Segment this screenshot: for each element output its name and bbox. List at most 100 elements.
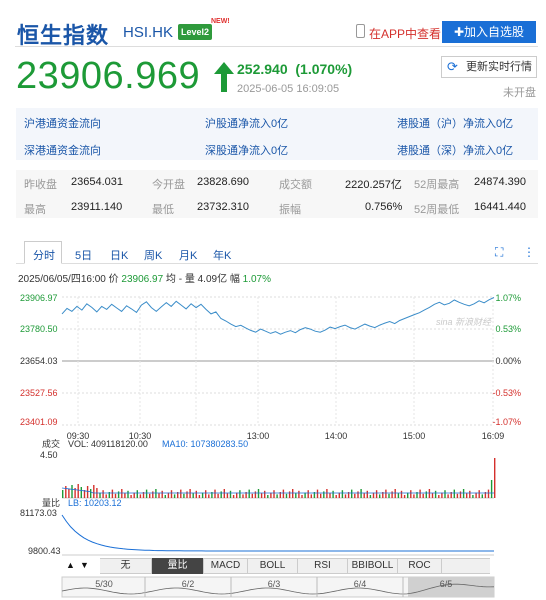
indicator-boll[interactable]: BOLL (248, 558, 298, 574)
stat-label: 振幅 (279, 204, 301, 216)
x-tick-label: 16:09 (482, 431, 505, 441)
sz-connect-inflow[interactable]: 深股通净流入0亿 (205, 145, 289, 157)
volume-bar (438, 495, 440, 498)
stat-label: 52周最低 (414, 204, 460, 216)
volume-bar (77, 484, 79, 498)
volume-bar (407, 492, 409, 498)
volume-bar (323, 491, 325, 498)
volume-bar (397, 493, 400, 498)
stat-turnover: 2220.257亿 (345, 179, 402, 191)
indicator-roc[interactable]: ROC (398, 558, 442, 574)
volume-bar (161, 490, 163, 498)
tab-daily-k[interactable]: 日K (110, 250, 129, 262)
stock-name: 恒生指数 (17, 23, 110, 48)
sh-connect-inflow[interactable]: 沪股通净流入0亿 (205, 118, 289, 130)
volume-bar (341, 490, 344, 498)
ratio-label: 量比 (42, 497, 60, 508)
volume-bar (105, 494, 107, 498)
price-panel: 23906.97 1.07% 23780.50 0.53% 23654.03 0.00% 2… (20, 293, 521, 441)
volume-bar (133, 492, 135, 498)
volume-bar (487, 489, 490, 498)
header-divider (15, 46, 538, 47)
stat-52w-low: 16441.440 (474, 201, 526, 213)
volume-bar (245, 492, 247, 498)
volume-bar (403, 495, 406, 498)
info-amp: 1.07% (242, 274, 271, 285)
volume-bar (413, 494, 415, 498)
volume-bar (242, 494, 244, 498)
mini-date-label: 6/3 (268, 579, 281, 589)
ratio-tick: 81173.03 (20, 508, 57, 518)
indicator-bbiboll[interactable]: BBIBOLL (348, 558, 398, 574)
sh-hk-flow-link[interactable]: 沪港通资金流向 (24, 118, 101, 130)
mini-date-label: 6/5 (440, 579, 453, 589)
tab-monthly-k[interactable]: 月K (179, 250, 198, 262)
more-options-icon[interactable]: ⋮ (523, 245, 535, 259)
x-tick-label: 10:30 (129, 431, 152, 441)
stats-panel (16, 170, 538, 218)
mini-line (61, 583, 495, 595)
hk-connect-sz-inflow[interactable]: 港股通（深）净流入0亿 (397, 145, 514, 157)
scroll-down-button[interactable]: ▼ (80, 560, 89, 570)
tab-intraday[interactable]: 分时 (33, 250, 55, 262)
capital-flow-panel (16, 108, 538, 160)
volume-bar (310, 494, 312, 498)
volume-bar (205, 490, 207, 498)
indicator-macd[interactable]: MACD (204, 558, 248, 574)
volume-value: VOL: 409118120.00 (68, 439, 148, 449)
volume-bar (68, 489, 70, 498)
indicator-volume-ratio[interactable]: 量比 (152, 558, 204, 574)
volume-bar (208, 494, 210, 498)
chart-info-line: 2025/06/05/四16:00 价 23906.97 均 - 量 4.09亿… (18, 270, 271, 285)
tab-yearly-k[interactable]: 年K (213, 250, 232, 262)
volume-bar (354, 493, 356, 498)
indicator-none[interactable]: 无 (100, 558, 152, 574)
volume-bar (444, 490, 446, 498)
volume-bar (86, 486, 89, 498)
info-vol: 4.09亿 (197, 274, 228, 285)
volume-bar (360, 489, 362, 498)
volume-bar (130, 495, 132, 498)
current-price: 23906.969 (16, 55, 201, 97)
scroll-up-button[interactable]: ▲ (66, 560, 75, 570)
volume-bar (211, 492, 213, 498)
hk-connect-sh-inflow[interactable]: 港股通（沪）净流入0亿 (397, 118, 514, 130)
sz-hk-flow-link[interactable]: 深港通资金流向 (24, 145, 101, 157)
stat-label: 最低 (152, 204, 174, 216)
volume-bar (472, 495, 474, 498)
volume-bar (145, 489, 148, 498)
volume-bar (292, 489, 294, 498)
volume-bar (260, 493, 263, 498)
volume-bar (459, 491, 462, 498)
volume-bar (320, 493, 322, 498)
volume-bar (167, 492, 170, 498)
intraday-chart[interactable]: 23906.97 1.07% 23780.50 0.53% 23654.03 0.00% 2… (16, 285, 538, 600)
y-tick-label: 23527.56 (20, 388, 58, 398)
volume-bar (117, 491, 120, 498)
volume-bar (270, 492, 272, 498)
volume-bar (481, 494, 483, 498)
volume-bar (90, 489, 92, 498)
volume-bar (198, 495, 201, 498)
fullscreen-icon[interactable]: ⛶ (495, 245, 504, 259)
up-arrow-icon (214, 62, 234, 97)
tab-weekly-k[interactable]: 周K (144, 250, 163, 262)
volume-bar (351, 489, 353, 498)
refresh-quote-button[interactable]: 更新实时行情 (441, 56, 537, 78)
tab-5day[interactable]: 5日 (75, 250, 93, 262)
stock-code: HSI.HK (123, 24, 174, 41)
volume-bar (447, 494, 449, 498)
volume-bar (366, 490, 368, 498)
chart-tab-bar (16, 240, 538, 264)
watermark: sina 新浪财经 (436, 317, 492, 327)
level2-badge[interactable]: Level2 (178, 24, 213, 40)
indicator-rsi[interactable]: RSI (298, 558, 348, 574)
volume-bar (298, 490, 300, 498)
volume-bar (267, 495, 269, 498)
volume-bar (416, 492, 418, 498)
ratio-tick: 9800.43 (28, 546, 61, 556)
add-favorite-button[interactable]: ✚加入自选股 (442, 21, 536, 43)
view-in-app-link[interactable]: 在APP中查看 (369, 27, 442, 41)
volume-bar (419, 489, 421, 498)
volume-bar (475, 492, 477, 498)
